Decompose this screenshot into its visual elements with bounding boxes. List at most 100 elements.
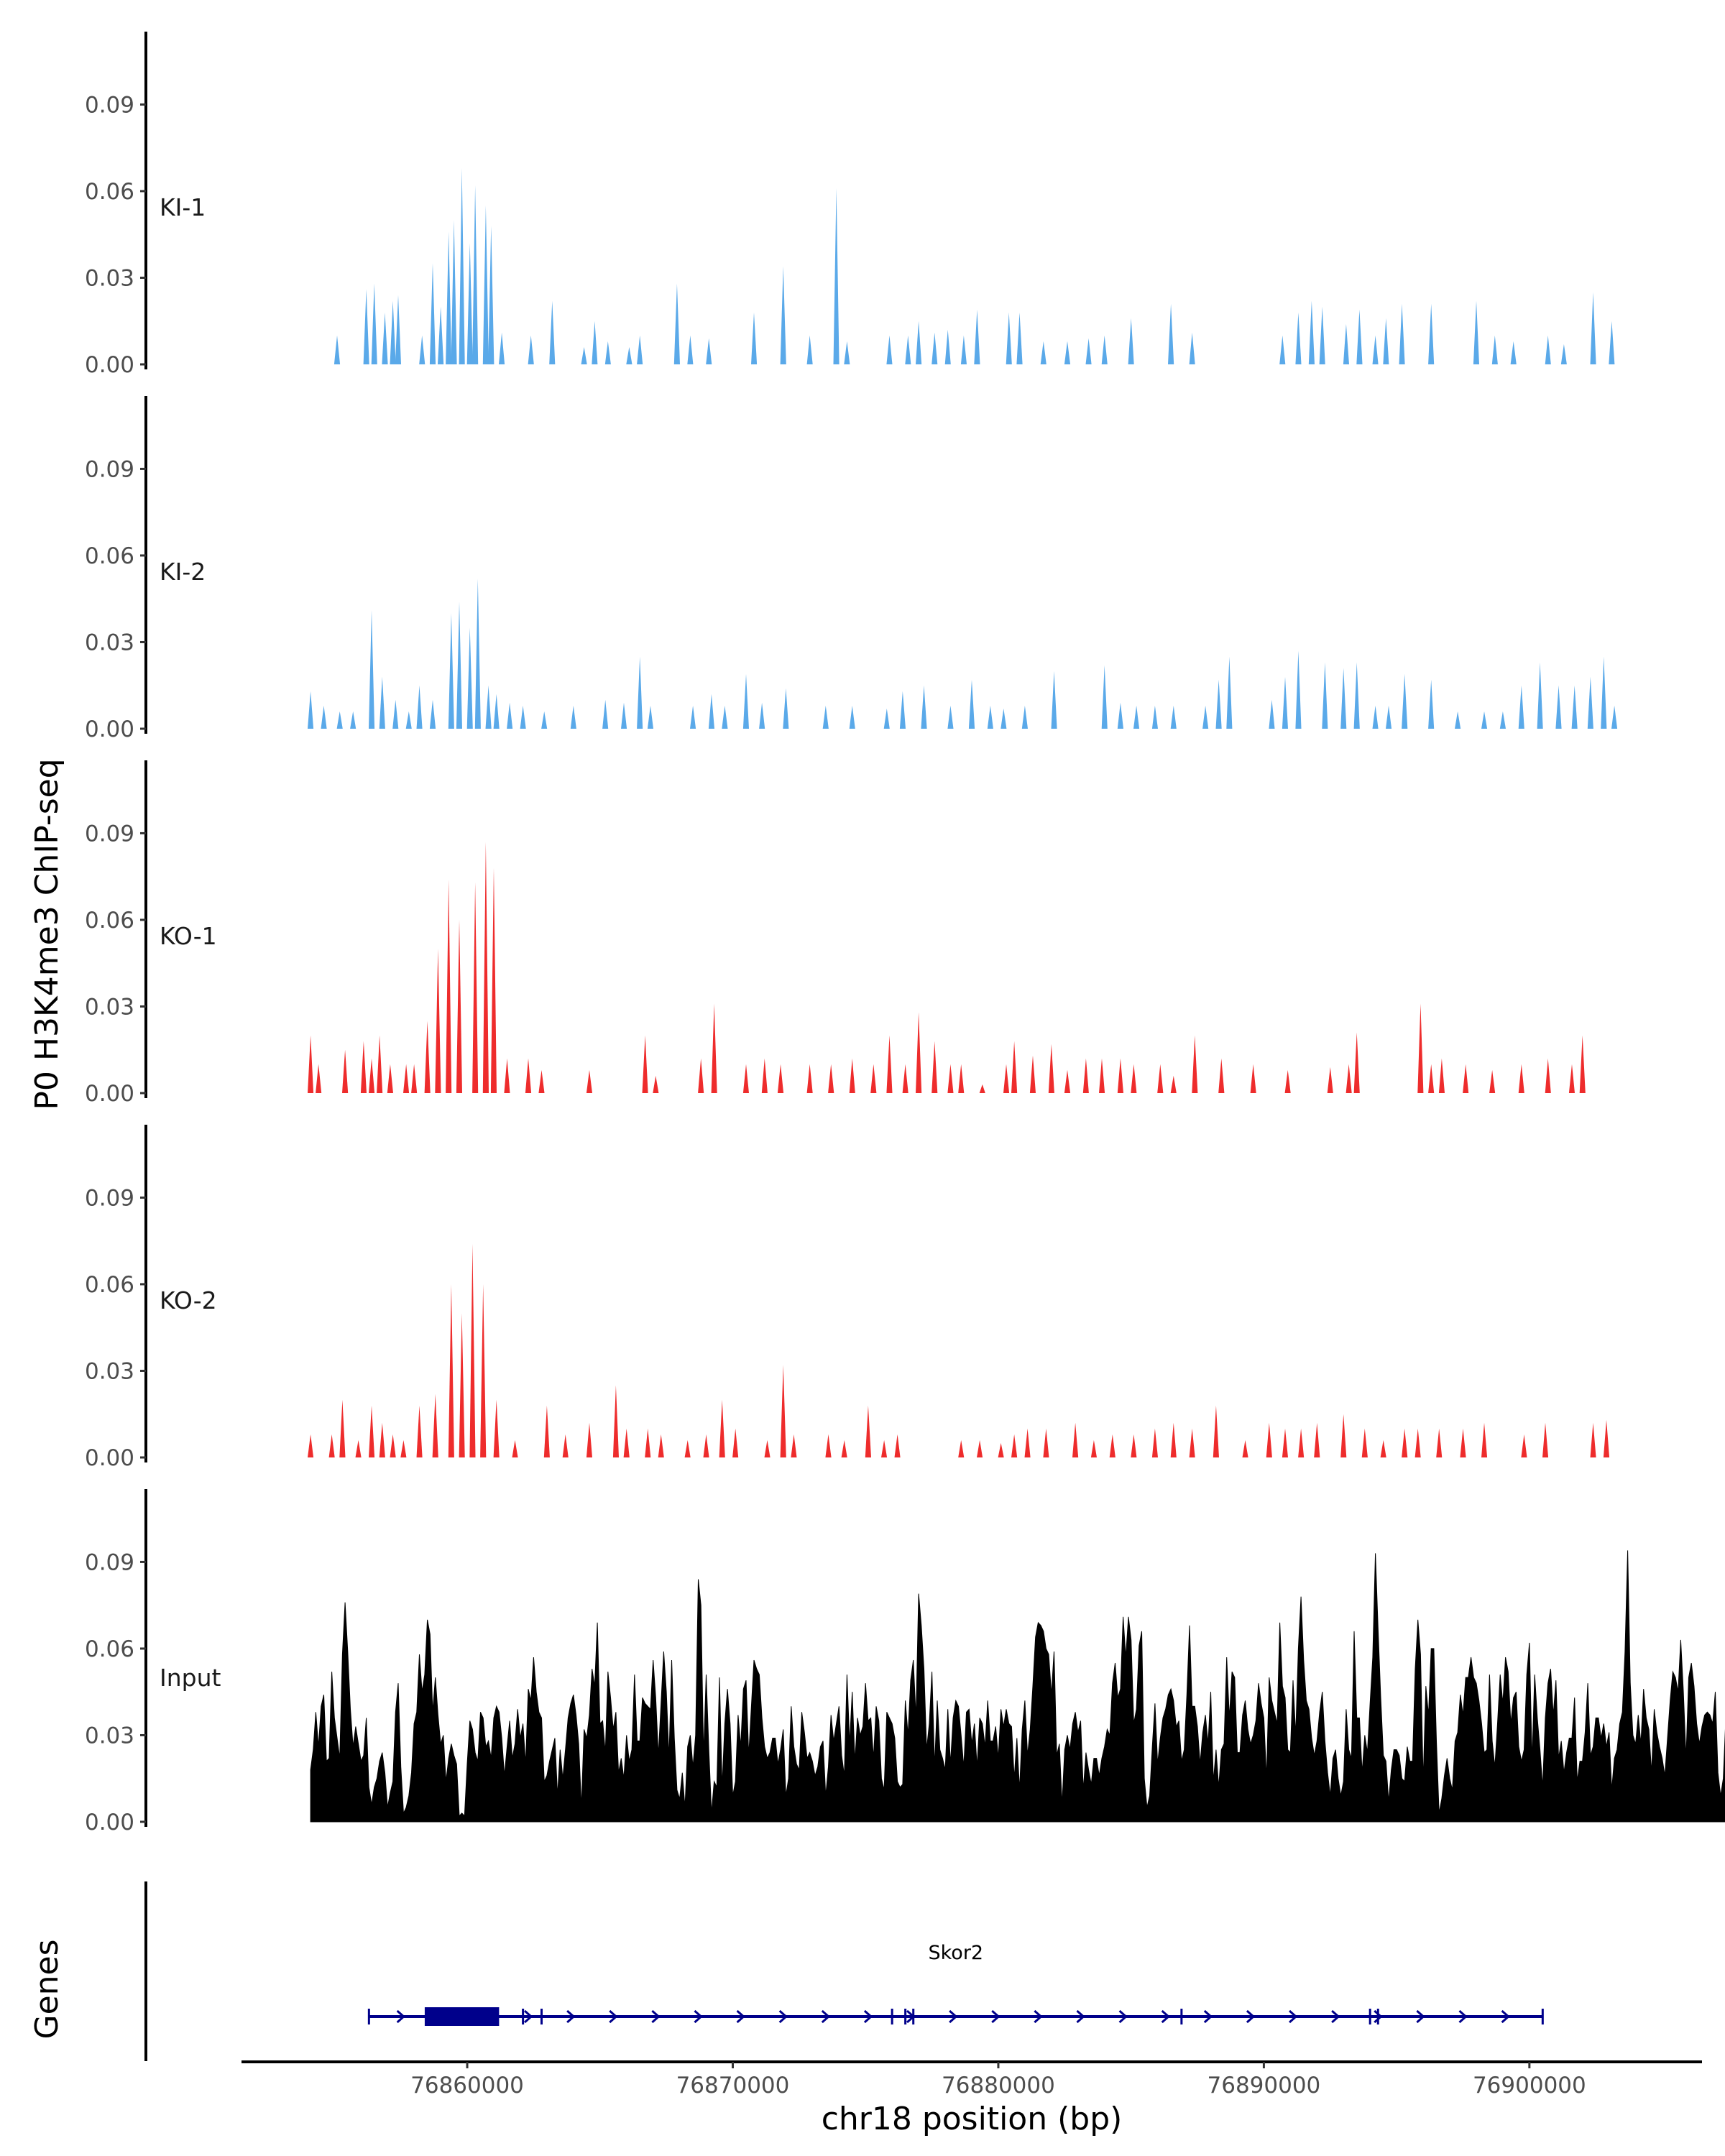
strand-arrow xyxy=(821,2009,831,2024)
signal-peak xyxy=(759,702,765,729)
signal-peak xyxy=(602,699,609,729)
signal-peak xyxy=(1295,650,1302,729)
signal-peak xyxy=(881,1439,888,1457)
signal-peak xyxy=(570,705,576,729)
signal-peak xyxy=(456,919,462,1093)
signal-peak xyxy=(1298,1428,1305,1457)
signal-peak xyxy=(722,705,728,729)
signal-peak xyxy=(456,602,462,729)
signal-peak xyxy=(1611,705,1618,729)
signal-peak xyxy=(1340,668,1347,729)
signal-peak xyxy=(780,266,786,364)
signal-peak xyxy=(1170,1075,1177,1093)
signal-peak xyxy=(777,1064,784,1093)
strand-arrow xyxy=(863,2009,873,2024)
signal-peak xyxy=(520,705,526,729)
signal-peak xyxy=(382,312,388,364)
signal-peak xyxy=(395,295,401,364)
signal-peak xyxy=(921,685,927,729)
signal-peak xyxy=(977,1439,983,1457)
signal-peak xyxy=(647,705,653,729)
signal-peak xyxy=(438,306,444,364)
signal-peak xyxy=(387,1064,393,1093)
x-tick-label: 76860000 xyxy=(410,2073,524,2099)
y-tick-label: 0.00 xyxy=(85,1081,134,1107)
signal-peak xyxy=(482,842,489,1093)
signal-peak xyxy=(448,613,454,729)
strand-arrow xyxy=(1416,2009,1425,2024)
signal-peak xyxy=(653,1075,659,1093)
signal-peak xyxy=(1202,705,1209,729)
strand-arrow xyxy=(1458,2009,1468,2024)
gene-track-title: Genes xyxy=(29,1939,65,2039)
y-tick-label: 0.06 xyxy=(85,1272,134,1298)
signal-ko-2 xyxy=(308,1243,1610,1457)
signal-peak xyxy=(1109,1434,1116,1457)
signal-peak xyxy=(1131,1434,1137,1457)
signal-peak xyxy=(1380,1439,1386,1457)
signal-peak xyxy=(841,1439,847,1457)
signal-peak xyxy=(1555,685,1562,729)
y-tick-label: 0.03 xyxy=(85,1723,134,1749)
signal-peak xyxy=(1029,1055,1036,1093)
signal-peak xyxy=(1346,1064,1352,1093)
signal-peak xyxy=(1250,1064,1256,1093)
signal-peak xyxy=(432,1393,438,1457)
signal-peak xyxy=(472,882,479,1093)
gene-model xyxy=(367,2007,1544,2026)
track-label-ki-1: KI-1 xyxy=(160,193,206,221)
signal-peak xyxy=(960,335,967,364)
signal-peak xyxy=(849,705,855,729)
x-tick-label: 76900000 xyxy=(1473,2073,1586,2099)
signal-peak xyxy=(411,1064,418,1093)
signal-peak xyxy=(1481,1422,1488,1457)
signal-peak xyxy=(1518,685,1524,729)
signal-peak xyxy=(1402,1428,1408,1457)
signal-peak xyxy=(1284,1069,1291,1093)
signal-peak xyxy=(687,335,694,364)
panel-ko-2: 0.00 0.03 0.06 0.09 KO-2 xyxy=(85,1125,1610,1471)
signal-peak xyxy=(355,1439,362,1457)
signal-peak xyxy=(1428,303,1435,364)
signal-peak xyxy=(894,1434,901,1457)
signal-peak xyxy=(469,1243,476,1457)
strand-arrow xyxy=(778,2009,788,2024)
signal-peak xyxy=(369,1405,375,1457)
signal-peak xyxy=(626,346,632,364)
y-tick-label: 0.00 xyxy=(85,352,134,378)
signal-peak xyxy=(1609,321,1615,364)
y-tick-label: 0.09 xyxy=(85,1185,134,1211)
signal-peak xyxy=(1040,341,1046,364)
signal-peak xyxy=(806,1064,813,1093)
signal-peak xyxy=(504,1058,510,1093)
signal-peak xyxy=(488,226,494,364)
signal-peak xyxy=(424,1021,431,1093)
signal-peak xyxy=(987,705,993,729)
signal-peak xyxy=(1189,332,1195,364)
signal-peak xyxy=(377,1035,383,1093)
signal-peak xyxy=(833,188,840,364)
signal-peak xyxy=(562,1434,569,1457)
signal-peak xyxy=(1428,679,1435,729)
y-tick-label: 0.03 xyxy=(85,1358,134,1384)
signal-peak xyxy=(1414,1428,1421,1457)
signal-peak xyxy=(308,1035,314,1093)
signal-peak xyxy=(369,610,375,729)
signal-peak xyxy=(1481,711,1488,729)
signal-peak xyxy=(1266,1422,1272,1457)
y-tick-label: 0.09 xyxy=(85,456,134,482)
signal-peak xyxy=(1356,309,1363,364)
signal-peak xyxy=(1003,1064,1010,1093)
y-tick-label: 0.06 xyxy=(85,908,134,934)
signal-peak xyxy=(586,1422,592,1457)
signal-peak xyxy=(791,1434,797,1457)
signal-peak xyxy=(466,243,473,364)
signal-peak xyxy=(1226,656,1233,729)
strand-arrow xyxy=(1161,2009,1170,2024)
signal-peak xyxy=(1386,705,1392,729)
panel-ki-2: 0.00 0.03 0.06 0.09 KI-2 xyxy=(85,396,1618,742)
signal-peak xyxy=(316,1064,322,1093)
signal-peak xyxy=(1048,1044,1054,1093)
signal-peak xyxy=(979,1084,985,1093)
signal-peak xyxy=(902,1064,908,1093)
